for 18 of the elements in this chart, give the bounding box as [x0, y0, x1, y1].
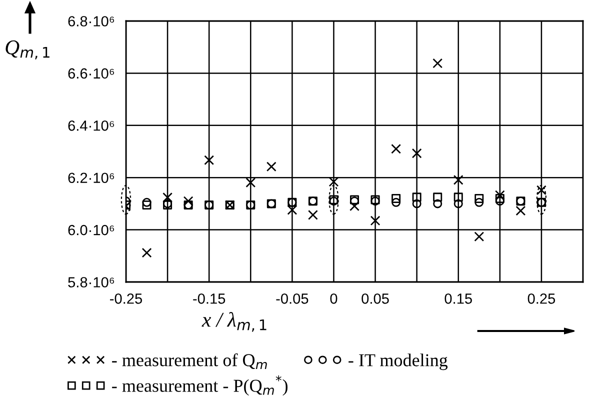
x-tick-label: -0.05	[276, 293, 308, 304]
legend-label: - measurement - P(Q$_{m}$$^{*}$)	[112, 375, 288, 396]
x-tick-label: 0.25	[528, 293, 556, 304]
legend-label: - measurement of Q$_{m}$	[112, 353, 267, 370]
x-tick-label: 0.05	[362, 293, 389, 304]
x-tick-label: -0.15	[193, 293, 226, 304]
x-tick-label: 0.15	[444, 293, 472, 304]
y-tick-label: 6.6·10⁶	[68, 68, 114, 79]
y-tick-label: 6.0·10⁶	[68, 224, 114, 236]
y-tick-label: 6.4·10⁶	[68, 120, 114, 131]
y-axis-title: Q$_{m,1}$	[6, 40, 50, 60]
y-tick-label: 6.2·10⁶	[68, 172, 114, 184]
x-tick-label: 0	[330, 293, 338, 304]
y-tick-label: 5.8·10⁶	[68, 277, 114, 288]
x-tick-label: -0.25	[110, 293, 142, 304]
legend-label: - IT modeling	[348, 354, 448, 370]
x-axis-title: x / λ$_{m,1}$	[202, 312, 266, 332]
y-tick-label: 6.8·10⁶	[68, 16, 114, 26]
